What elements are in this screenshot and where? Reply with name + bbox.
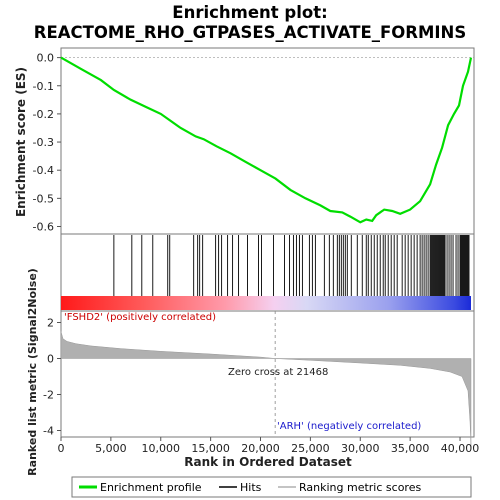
metric-y-tick-label: -4 [43,425,54,438]
enrichment-profile-line [60,56,473,224]
es-y-axis-label: Enrichment score (ES) [14,67,28,217]
metric-layer [60,331,472,447]
es-y-tick-label: -0.4 [33,164,54,177]
es-y-tick-label: -0.2 [33,108,54,121]
x-tick-label: 20,000 [241,442,280,455]
es-y-tick-label: -0.6 [33,221,54,234]
chart-title-line1: Enrichment plot: [172,3,327,22]
metric-y-axis-label: Ranked list metric (Signal2Noise) [26,268,39,476]
es-y-tick-label: -0.1 [33,80,54,93]
legend-hits-label: Hits [240,481,262,494]
x-axis-ticks: 0 5,000 10,000 15,000 20,000 25,000 30,000 35,0… [58,437,480,455]
es-y-tick-label: -0.3 [33,136,54,149]
x-tick-label: 35,000 [391,442,430,455]
es-panel-frame [60,47,475,235]
es-line-layer [60,56,473,224]
x-tick-label: 40,000 [441,442,480,455]
metric-y-tick-label: -2 [43,389,54,402]
metric-panel-frame [60,310,475,438]
metric-y-tick-label: 2 [47,317,54,330]
metric-y-ticks: 2 0 -2 -4 [43,317,61,438]
legend-enrichment-label: Enrichment profile [100,481,202,494]
hits-layer [113,235,470,296]
negative-correlation-label: 'ARH' (negatively correlated) [277,421,421,432]
x-tick-label: 0 [58,442,65,455]
positive-correlation-label: 'FSHD2' (positively correlated) [64,312,216,323]
es-y-tick-label: 0.0 [37,52,55,65]
x-tick-label: 10,000 [142,442,181,455]
x-tick-label: 30,000 [341,442,380,455]
es-y-tick-label: -0.5 [33,192,54,205]
chart-title-line2: REACTOME_RHO_GTPASES_ACTIVATE_FORMINS [34,23,466,42]
zero-cross-label: Zero cross at 21468 [228,367,328,378]
ranking-metric-area [60,331,472,447]
legend-ranking-label: Ranking metric scores [299,481,421,494]
metric-y-tick-label: 0 [47,353,54,366]
x-tick-label: 15,000 [191,442,230,455]
legend-box [71,476,472,498]
es-y-ticks: 0.0 -0.1 -0.2 -0.3 -0.4 -0.5 -0.6 [33,52,61,234]
x-axis-label: Rank in Ordered Dataset [184,455,352,469]
x-tick-label: 5,000 [95,442,127,455]
x-tick-label: 25,000 [291,442,330,455]
ranked-color-bar [61,296,471,310]
